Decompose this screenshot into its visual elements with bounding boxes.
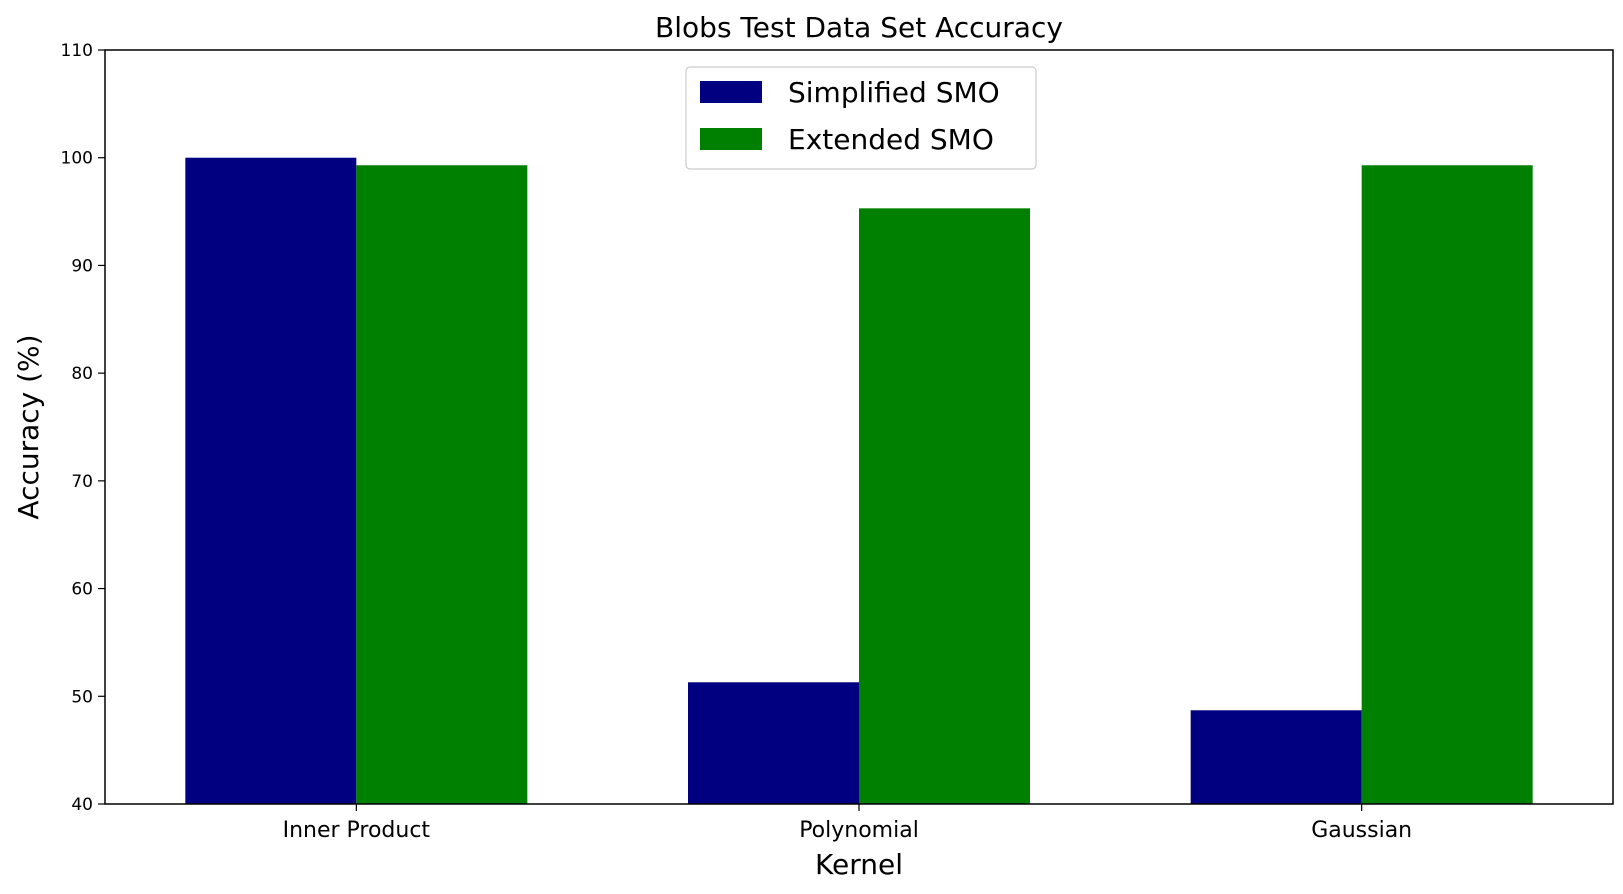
bar-simplified-1 <box>688 682 859 804</box>
bars-group <box>185 157 1533 805</box>
y-tick-label: 40 <box>71 795 93 815</box>
x-axis: Inner Product Polynomial Gaussian <box>283 804 1412 843</box>
y-tick-label: 50 <box>71 687 93 707</box>
y-axis: 40 50 60 70 80 90 100 110 <box>61 41 105 815</box>
y-tick-label: 90 <box>71 256 93 276</box>
y-tick-label: 80 <box>71 364 93 384</box>
bar-extended-2 <box>1361 165 1533 805</box>
bar-extended-1 <box>859 208 1030 805</box>
legend-swatch <box>700 128 762 150</box>
y-tick-label: 60 <box>71 580 93 600</box>
legend: Simplified SMO Extended SMO <box>685 66 1037 170</box>
y-axis-label: Accuracy (%) <box>12 334 45 519</box>
legend-label: Extended SMO <box>788 123 994 156</box>
x-tick-label: Inner Product <box>283 818 431 843</box>
legend-swatch <box>700 81 762 103</box>
bar-simplified-0 <box>185 157 357 804</box>
y-tick-label: 110 <box>61 41 93 61</box>
x-tick-label: Polynomial <box>799 818 919 843</box>
legend-label: Simplified SMO <box>788 76 1000 109</box>
legend-box <box>685 66 1037 170</box>
bar-simplified-2 <box>1190 710 1362 804</box>
x-tick-label: Gaussian <box>1311 818 1412 843</box>
y-tick-label: 70 <box>71 472 93 492</box>
y-tick-label: 100 <box>61 149 93 169</box>
bar-extended-0 <box>356 165 528 805</box>
chart-title: Blobs Test Data Set Accuracy <box>655 11 1063 44</box>
x-axis-label: Kernel <box>815 848 903 881</box>
